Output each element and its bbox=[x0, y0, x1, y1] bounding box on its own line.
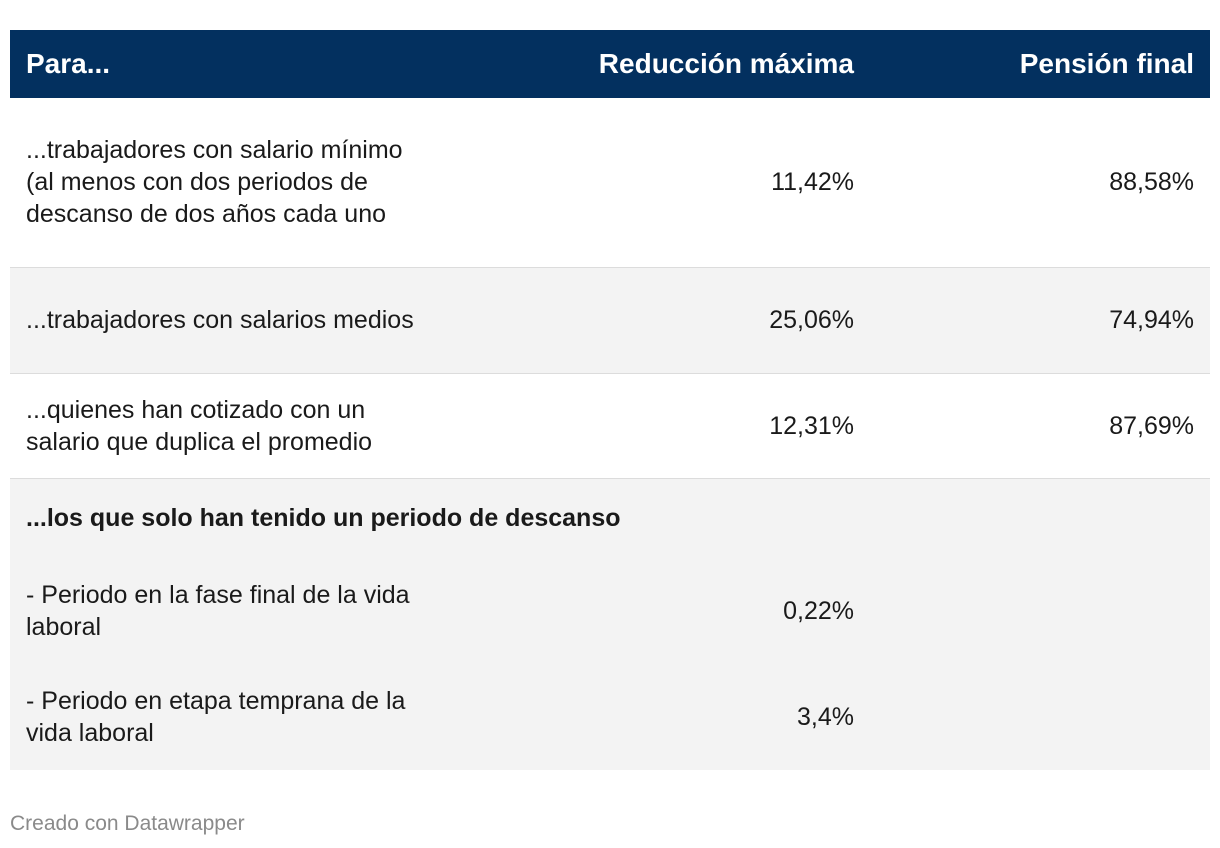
row-reduccion-value: 0,22% bbox=[783, 597, 854, 625]
group-header-row: ...los que solo han tenido un periodo de… bbox=[10, 478, 1210, 558]
row-label: ...trabajadores con salario mínimo (al m… bbox=[26, 136, 403, 229]
row-label: - Periodo en la fase final de la vida la… bbox=[26, 581, 410, 641]
credit-footer[interactable]: Creado con Datawrapper bbox=[10, 812, 245, 835]
row-pension-value: 88,58% bbox=[1109, 168, 1194, 197]
row-label: ...quienes han cotizado con un salario q… bbox=[26, 395, 373, 456]
row-pension-value: 87,69% bbox=[1109, 411, 1194, 440]
table-row: ...trabajadores con salarios medios 25,0… bbox=[10, 267, 1210, 373]
table-row: - Periodo en etapa temprana de la vida l… bbox=[10, 664, 1210, 770]
table-row: ...trabajadores con salario mínimo (al m… bbox=[10, 98, 1210, 267]
row-reduccion-value: 12,31% bbox=[769, 411, 854, 440]
row-reduccion-value: 25,06% bbox=[769, 306, 854, 334]
table-header-row: Para... Reducción máxima Pensión final bbox=[10, 30, 1210, 98]
table-row: - Periodo en la fase final de la vida la… bbox=[10, 558, 1210, 664]
row-label: - Periodo en etapa temprana de la vida l… bbox=[26, 687, 406, 747]
row-reduccion-value: 11,42% bbox=[771, 168, 854, 197]
row-pension-value bbox=[870, 664, 1210, 770]
row-reduccion-value: 3,4% bbox=[797, 703, 854, 731]
pension-table: Para... Reducción máxima Pensión final .… bbox=[10, 30, 1210, 770]
column-header-para: Para... bbox=[26, 48, 111, 79]
column-header-reduccion: Reducción máxima bbox=[598, 48, 854, 79]
table-row: ...quienes han cotizado con un salario q… bbox=[10, 373, 1210, 478]
row-pension-value bbox=[870, 558, 1210, 664]
group-label: ...los que solo han tenido un periodo de… bbox=[26, 504, 621, 533]
row-pension-value: 74,94% bbox=[1109, 306, 1194, 334]
table-container: Para... Reducción máxima Pensión final .… bbox=[10, 30, 1210, 770]
column-header-pension: Pensión final bbox=[1019, 48, 1194, 79]
row-label: ...trabajadores con salarios medios bbox=[26, 306, 414, 334]
